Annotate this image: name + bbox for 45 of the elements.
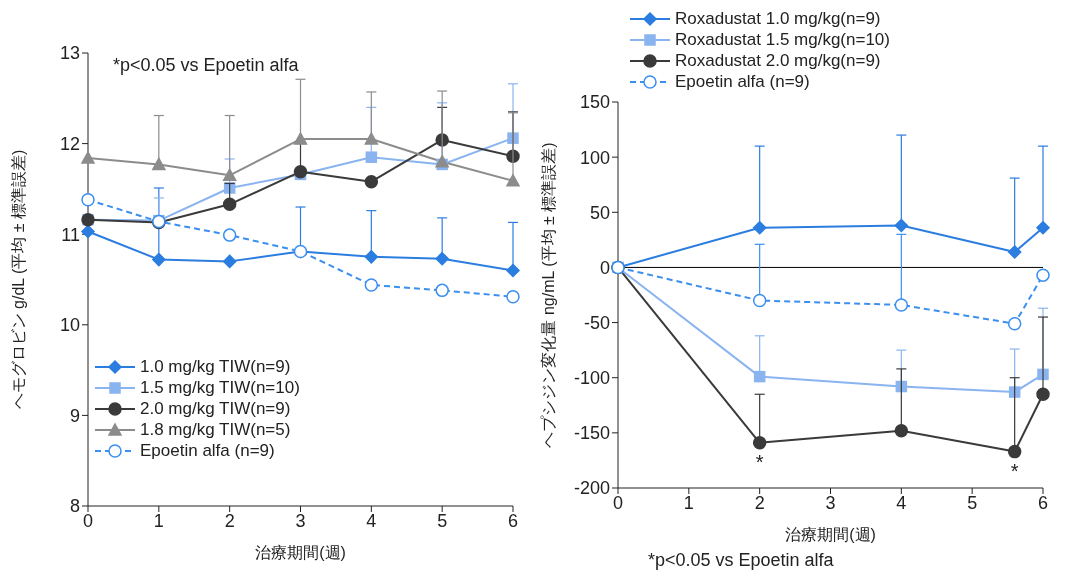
y-tick-label: -200 — [573, 478, 610, 499]
legend-label: Epoetin alfa (n=9) — [675, 71, 810, 92]
legend-label: 1.0 mg/kg TIW(n=9) — [140, 356, 291, 377]
annotation: * — [755, 450, 764, 473]
legend-label: 1.5 mg/kg TIW(n=10) — [140, 377, 300, 398]
annotation: * — [1010, 459, 1019, 482]
y-tick-label: 50 — [589, 202, 610, 223]
y-axis-title: ヘモグロビン g/dL (平均 ± 標準誤差) — [9, 149, 27, 410]
x-tick-label: 3 — [295, 510, 306, 531]
y-tick-label: -50 — [583, 312, 610, 333]
x-tick-label: 1 — [153, 510, 164, 531]
annotation: *p<0.05 vs Epoetin alfa — [113, 55, 299, 75]
x-tick-label: 5 — [437, 510, 448, 531]
x-tick-label: 5 — [967, 492, 978, 513]
x-tick-label: 4 — [896, 492, 907, 513]
legend-label: 2.0 mg/kg TIW(n=9) — [140, 398, 291, 419]
y-tick-label: 9 — [69, 405, 80, 426]
x-tick-label: 2 — [224, 510, 235, 531]
y-tick-label: 8 — [69, 496, 80, 517]
x-tick-label: 6 — [1037, 492, 1049, 513]
legend-label: Roxadustat 1.0 mg/kg(n=9) — [675, 8, 881, 29]
y-tick-label: 11 — [61, 224, 80, 245]
x-tick-label: 0 — [82, 510, 94, 531]
x-tick-label: 6 — [507, 510, 519, 531]
y-tick-label: -100 — [573, 368, 610, 389]
x-tick-label: 4 — [366, 510, 377, 531]
y-tick-label: 10 — [59, 315, 80, 336]
x-tick-label: 1 — [683, 492, 694, 513]
y-tick-label: 12 — [59, 133, 80, 154]
x-axis-title: 治療期間(週) — [255, 544, 346, 561]
y-tick-label: -150 — [573, 423, 610, 444]
legend-label: Roxadustat 1.5 mg/kg(n=10) — [675, 29, 890, 50]
legend-label: Epoetin alfa (n=9) — [140, 440, 275, 461]
x-tick-label: 2 — [754, 492, 765, 513]
legend-label: 1.8 mg/kg TIW(n=5) — [140, 419, 291, 440]
y-tick-label: 100 — [579, 147, 610, 168]
x-tick-label: 3 — [825, 492, 836, 513]
y-axis-title: ヘプシジン変化量 ng/mL (平均 ± 標準誤差) — [539, 142, 557, 448]
x-axis-title: 治療期間(週) — [785, 526, 876, 543]
y-tick-label: 0 — [599, 257, 610, 278]
y-tick-label: 150 — [579, 92, 610, 113]
y-tick-label: 13 — [59, 43, 80, 64]
text: *p<0.05 vs Epoetin alfa — [648, 550, 834, 570]
x-tick-label: 0 — [612, 492, 624, 513]
legend-label: Roxadustat 2.0 mg/kg(n=9) — [675, 50, 881, 71]
